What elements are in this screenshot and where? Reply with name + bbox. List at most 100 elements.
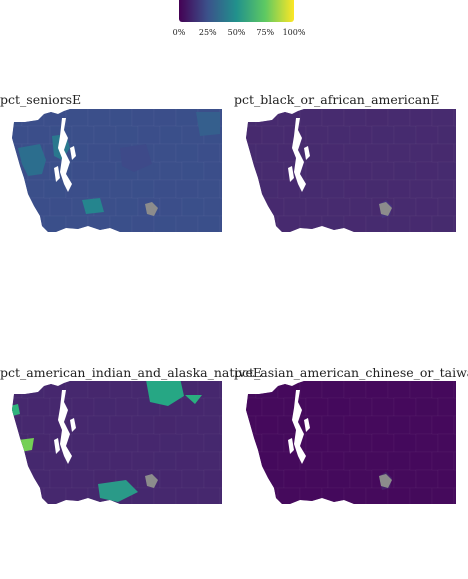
county-tile — [12, 469, 29, 489]
county-tile — [284, 234, 306, 243]
county-tile — [321, 215, 345, 232]
county-tile — [387, 143, 411, 163]
county-tile — [299, 381, 323, 399]
county-tile — [197, 143, 221, 163]
region-northeast-corner — [196, 112, 220, 136]
county-tile — [71, 469, 95, 489]
county-tile — [394, 234, 416, 243]
county-tile — [65, 415, 89, 435]
county-tile — [327, 469, 351, 489]
legend-tick-50: 50% — [227, 28, 246, 37]
county-tile — [365, 215, 389, 232]
panel-title-seniors: pct_seniorsE — [0, 92, 82, 107]
panel-title-chinese: pct_asian_american_chinese_or_taiwanese — [234, 365, 468, 380]
county-tile — [159, 469, 183, 489]
county-tile — [371, 125, 395, 145]
county-tile — [431, 109, 455, 127]
county-tile — [255, 215, 279, 232]
county-tile — [255, 109, 279, 127]
county-tile — [321, 451, 345, 471]
county-tile — [204, 506, 226, 515]
county-tile — [159, 433, 183, 453]
county-tile — [109, 415, 133, 435]
county-tile — [94, 506, 116, 515]
county-tile — [219, 215, 222, 232]
county-tile — [327, 125, 351, 145]
county-tile — [393, 161, 417, 181]
puget-sound-water — [288, 118, 310, 192]
county-tile — [299, 415, 323, 435]
county-tile — [349, 469, 373, 489]
county-tile — [327, 197, 351, 217]
county-tile — [197, 451, 221, 471]
county-tile — [138, 506, 160, 515]
county-tile — [261, 469, 285, 489]
region-olympic-peninsula-west — [18, 144, 46, 176]
county-tile — [343, 415, 367, 435]
no-data-region — [379, 474, 392, 488]
county-tile — [437, 469, 456, 489]
county-tile — [453, 415, 456, 435]
county-tile — [93, 433, 117, 453]
county-tile — [71, 161, 95, 181]
county-tile — [138, 234, 160, 243]
county-tile — [175, 451, 199, 471]
region-colville-east-tip — [185, 395, 202, 404]
county-tile — [431, 179, 455, 199]
panel-title-black: pct_black_or_african_americanE — [234, 92, 440, 107]
county-tile — [65, 381, 89, 399]
legend-tick-0: 0% — [172, 28, 186, 37]
county-tile — [181, 469, 205, 489]
map-pct-seniors — [0, 108, 226, 243]
county-tile — [365, 487, 389, 504]
county-tile — [219, 451, 222, 471]
county-tile — [246, 125, 263, 145]
county-tile — [305, 469, 329, 489]
county-tile — [387, 451, 411, 471]
county-tile — [371, 397, 395, 417]
county-tile — [262, 234, 284, 243]
county-tile — [371, 433, 395, 453]
county-tile — [203, 469, 222, 489]
county-tile — [203, 197, 222, 217]
county-tile — [219, 381, 222, 399]
county-tile — [431, 415, 455, 435]
county-tile — [27, 397, 51, 417]
county-tile — [87, 451, 111, 471]
county-tile — [453, 487, 456, 504]
county-tile — [453, 451, 456, 471]
no-data-region — [145, 474, 158, 488]
county-tile — [219, 415, 222, 435]
county-tile — [65, 109, 89, 127]
county-tile — [246, 469, 263, 489]
county-tile — [343, 179, 367, 199]
county-tile — [387, 487, 411, 504]
map-pct-native — [0, 380, 226, 515]
county-tile — [431, 215, 455, 232]
county-tile — [109, 451, 133, 471]
county-tile — [153, 143, 177, 163]
county-tile — [27, 197, 51, 217]
county-tile — [21, 487, 45, 504]
county-tile — [453, 381, 456, 399]
county-tile — [350, 234, 372, 243]
county-tile — [437, 433, 456, 453]
county-tile — [349, 397, 373, 417]
county-tile — [43, 451, 67, 471]
county-tile — [28, 234, 50, 243]
county-tile — [255, 381, 279, 399]
county-tile — [182, 234, 204, 243]
county-tile — [431, 487, 455, 504]
county-tile — [438, 234, 460, 243]
legend-tick-75: 75% — [256, 28, 275, 37]
map-pct-black — [234, 108, 460, 243]
county-tile — [365, 179, 389, 199]
county-tile — [415, 197, 439, 217]
county-tile — [21, 215, 45, 232]
legend-tick-100: 100% — [282, 28, 306, 37]
county-tile — [246, 109, 257, 127]
county-tile — [284, 506, 306, 515]
county-tile — [153, 179, 177, 199]
panel-title-native: pct_american_indian_and_alaska_nativeE — [0, 365, 262, 380]
county-tile — [181, 197, 205, 217]
